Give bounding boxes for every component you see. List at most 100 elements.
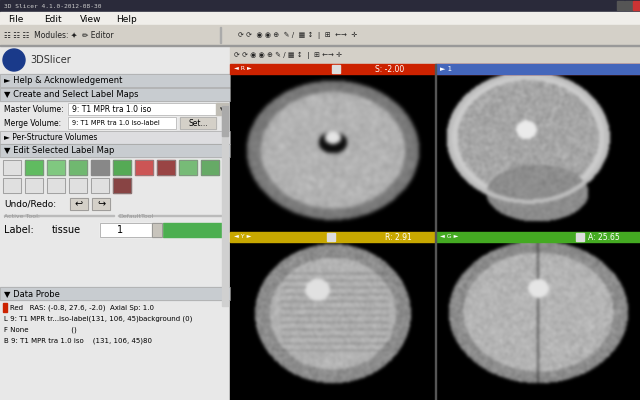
Bar — [0, 144, 230, 157]
Bar — [113, 178, 131, 193]
Text: ► 1: ► 1 — [440, 66, 452, 72]
Text: S: -2.00: S: -2.00 — [375, 64, 404, 74]
Bar — [3, 303, 7, 312]
Text: L 9: T1 MPR tr...iso-label(131, 106, 45)background (0): L 9: T1 MPR tr...iso-label(131, 106, 45)… — [4, 316, 193, 322]
Bar — [222, 106, 228, 136]
Text: Merge Volume:: Merge Volume: — [4, 118, 61, 128]
Bar — [332, 65, 340, 73]
Bar — [179, 160, 197, 175]
Bar — [220, 27, 221, 43]
Bar — [152, 223, 162, 237]
Bar — [0, 45, 640, 46]
Bar — [68, 103, 216, 115]
Bar — [0, 144, 230, 157]
Text: 9: T1 MPR tra 1.0 iso-label: 9: T1 MPR tra 1.0 iso-label — [72, 120, 160, 126]
Circle shape — [3, 49, 25, 71]
Text: ↪: ↪ — [97, 199, 105, 209]
Bar — [91, 160, 109, 175]
Bar — [0, 287, 230, 300]
Bar — [222, 106, 228, 306]
Bar — [0, 12, 640, 25]
Text: ◄ R ►: ◄ R ► — [234, 66, 252, 72]
Bar — [0, 131, 230, 144]
Text: ► Per-Structure Volumes: ► Per-Structure Volumes — [4, 133, 97, 142]
Bar — [0, 88, 230, 101]
Bar — [0, 46, 230, 400]
Bar — [91, 178, 109, 193]
Bar — [180, 117, 216, 129]
Text: ▼ Data Probe: ▼ Data Probe — [4, 289, 60, 298]
Text: ► Help & Acknowledgement: ► Help & Acknowledgement — [4, 76, 122, 85]
Bar — [201, 160, 219, 175]
Bar — [25, 160, 43, 175]
Bar — [0, 25, 640, 45]
Bar — [230, 46, 640, 64]
Text: Red   RAS: (-0.8, 27.6, -2.0)  Axial Sp: 1.0: Red RAS: (-0.8, 27.6, -2.0) Axial Sp: 1.… — [10, 305, 154, 311]
Text: A: 25.65: A: 25.65 — [588, 232, 620, 242]
Bar — [179, 160, 197, 175]
Bar — [436, 232, 640, 242]
Text: 3DSlicer: 3DSlicer — [30, 55, 71, 65]
Bar — [201, 160, 219, 175]
Text: View: View — [80, 14, 102, 24]
Bar — [216, 103, 228, 115]
Bar — [0, 287, 230, 300]
Bar — [113, 160, 131, 175]
Bar — [68, 103, 216, 115]
Bar — [327, 233, 335, 241]
Bar — [135, 160, 153, 175]
Bar — [230, 74, 640, 232]
Text: Help: Help — [116, 14, 137, 24]
Text: F None                   (): F None () — [4, 327, 77, 333]
Bar — [25, 160, 43, 175]
Bar — [633, 1, 640, 10]
Text: 1: 1 — [117, 225, 123, 235]
Circle shape — [6, 52, 22, 68]
Bar — [69, 160, 87, 175]
Text: Edit: Edit — [44, 14, 61, 24]
Bar — [118, 215, 226, 216]
Text: Undo/Redo:: Undo/Redo: — [4, 200, 56, 208]
Bar — [230, 242, 640, 400]
Bar — [180, 117, 216, 129]
Bar — [92, 198, 110, 210]
Text: R: 2.91: R: 2.91 — [385, 232, 412, 242]
Bar — [100, 223, 152, 237]
Text: ▼ Edit Selected Label Map: ▼ Edit Selected Label Map — [4, 146, 115, 155]
Bar — [3, 178, 21, 193]
Bar — [3, 160, 21, 175]
Bar — [625, 1, 632, 10]
Bar — [576, 233, 584, 241]
Bar — [47, 160, 65, 175]
Bar — [91, 160, 109, 175]
Bar — [47, 160, 65, 175]
Bar — [70, 198, 88, 210]
Text: ◄ Y ►: ◄ Y ► — [234, 234, 252, 240]
Bar — [3, 160, 21, 175]
Bar — [152, 223, 162, 237]
Bar — [157, 160, 175, 175]
Text: 3D Slicer 4.1.0-2012-08-30: 3D Slicer 4.1.0-2012-08-30 — [4, 4, 102, 8]
Bar — [113, 160, 131, 175]
Bar — [69, 178, 87, 193]
Bar — [100, 223, 152, 237]
Text: ↩: ↩ — [75, 199, 83, 209]
Text: ▾: ▾ — [220, 106, 224, 112]
Text: B 9: T1 MPR tra 1.0 iso    (131, 106, 45)80: B 9: T1 MPR tra 1.0 iso (131, 106, 45)80 — [4, 338, 152, 344]
Bar — [69, 178, 87, 193]
Bar — [70, 198, 88, 210]
Text: Set...: Set... — [188, 118, 208, 128]
Text: 9: T1 MPR tra 1.0 iso: 9: T1 MPR tra 1.0 iso — [72, 104, 151, 114]
Bar — [617, 1, 624, 10]
Bar — [47, 178, 65, 193]
Text: ◄ G ►: ◄ G ► — [440, 234, 458, 240]
Bar — [157, 160, 175, 175]
Bar — [68, 117, 176, 129]
Bar — [0, 74, 230, 87]
Bar — [3, 178, 21, 193]
Text: Label:: Label: — [4, 225, 34, 235]
Bar — [0, 88, 230, 101]
Text: DefaultTool: DefaultTool — [118, 214, 154, 218]
Bar — [0, 74, 230, 87]
Circle shape — [10, 56, 18, 64]
